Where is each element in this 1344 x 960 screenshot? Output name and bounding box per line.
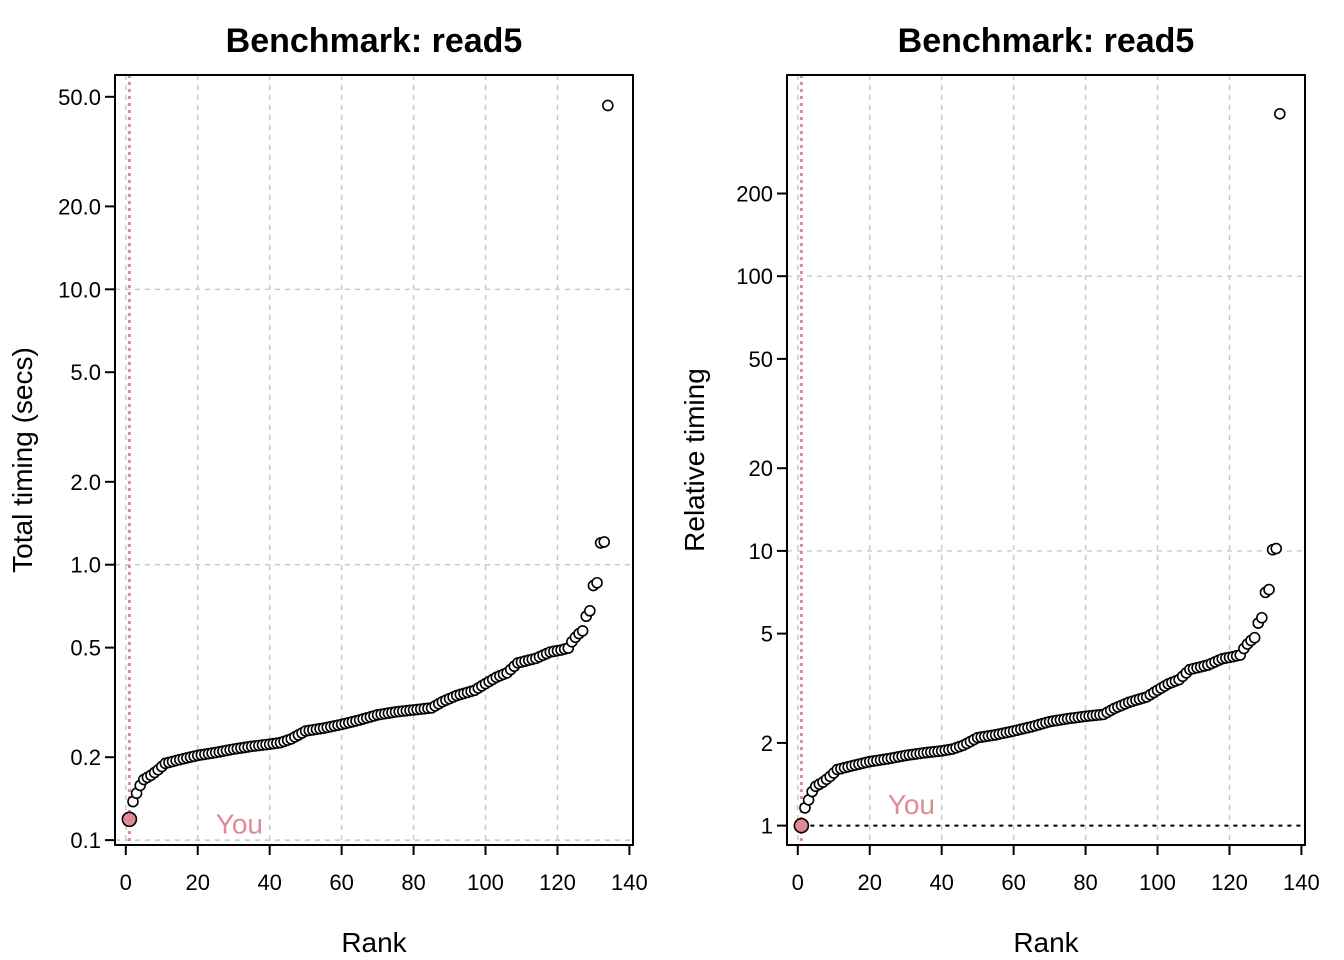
chart-title: Benchmark: read5: [226, 22, 523, 60]
x-tick-label: 0: [120, 870, 132, 895]
data-point: [591, 576, 603, 589]
y-tick-label: 0.1: [70, 828, 101, 853]
x-tick-label: 40: [257, 870, 281, 895]
y-tick-label: 20.0: [58, 194, 101, 219]
data-point: [576, 625, 589, 637]
x-tick-label: 80: [1073, 870, 1097, 895]
y-tick-label: 200: [736, 181, 773, 206]
x-tick-label: 140: [1283, 870, 1320, 895]
data-point: [602, 99, 614, 112]
x-tick-label: 100: [1139, 870, 1176, 895]
y-tick-label: 0.2: [70, 745, 101, 770]
y-tick-label: 1.0: [70, 553, 101, 578]
x-tick-label: 140: [611, 870, 648, 895]
data-point: [584, 605, 596, 617]
y-tick-label: 10.0: [58, 277, 101, 302]
y-tick-label: 50: [749, 347, 773, 372]
x-tick-label: 20: [185, 870, 209, 895]
data-point: [1248, 631, 1261, 644]
x-axis-title: Rank: [341, 927, 407, 958]
y-axis-title: Total timing (secs): [7, 347, 38, 573]
y-tick-label: 50.0: [58, 85, 101, 110]
chart-title: Benchmark: read5: [898, 22, 1195, 60]
plot-frame: [114, 74, 634, 846]
y-tick-label: 5.0: [70, 360, 101, 385]
data-point: [1274, 108, 1286, 120]
y-tick-label: 2: [761, 731, 773, 756]
you-point: [793, 817, 810, 834]
relative-timing-panel: Benchmark: read5 0 20 40 60 80 100 120 140 1 2 5 10 2…: [679, 22, 1320, 958]
y-tick-label: 100: [736, 264, 773, 289]
x-tick-label: 80: [401, 870, 425, 895]
total-timing-panel: Benchmark: read5 0 20 40 60 80 100 120 140 0.1 0.2…: [7, 22, 648, 958]
data-point: [1270, 542, 1283, 555]
y-tick-label: 10: [749, 539, 773, 564]
x-tick-label: 0: [792, 870, 804, 895]
y-axis-title: Relative timing: [679, 368, 710, 552]
x-tick-label: 100: [467, 870, 504, 895]
data-point: [1256, 611, 1268, 624]
y-tick-label: 5: [761, 622, 773, 647]
plot-frame: [786, 74, 1306, 846]
y-tick-label: 0.5: [70, 636, 101, 661]
data-point: [1263, 583, 1275, 596]
x-tick-label: 60: [329, 870, 353, 895]
y-tick-label: 20: [749, 456, 773, 481]
data-point: [598, 536, 611, 548]
you-point: [121, 811, 138, 828]
you-label: You: [216, 808, 263, 839]
x-tick-label: 120: [1211, 870, 1248, 895]
x-tick-label: 40: [929, 870, 953, 895]
you-label: You: [888, 789, 935, 820]
x-tick-label: 60: [1001, 870, 1025, 895]
x-axis-title: Rank: [1013, 927, 1079, 958]
y-tick-label: 2.0: [70, 470, 101, 495]
y-tick-label: 1: [761, 814, 773, 839]
x-tick-label: 20: [857, 870, 881, 895]
x-tick-label: 120: [539, 870, 576, 895]
